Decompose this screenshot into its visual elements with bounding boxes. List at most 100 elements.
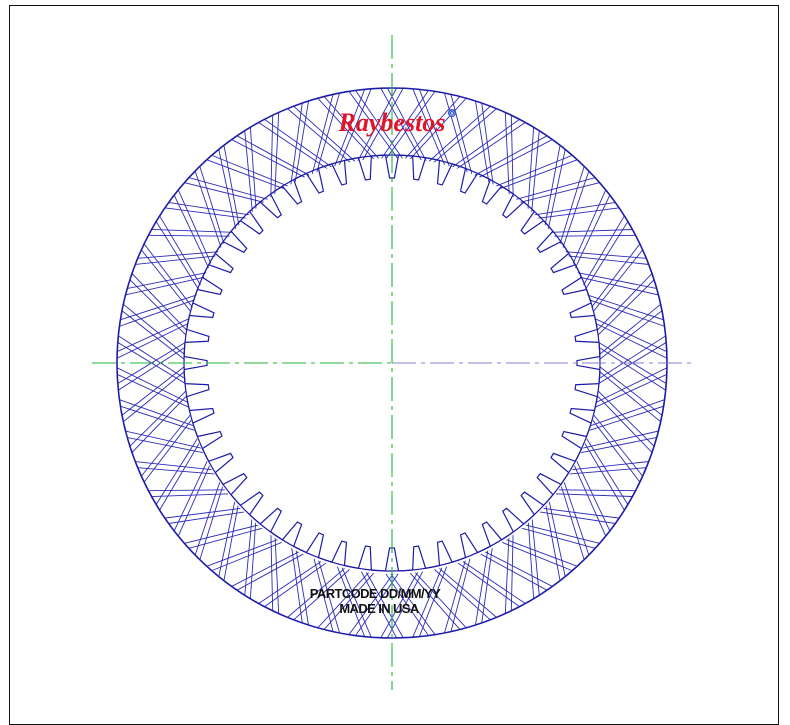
groove-line: [451, 553, 535, 611]
groove-line: [586, 406, 650, 486]
groove-line: [117, 291, 206, 324]
groove-line: [527, 510, 535, 610]
groove-line: [117, 303, 193, 366]
groove-line: [559, 160, 593, 256]
groove-line: [117, 362, 198, 408]
friction-groove-pattern: [117, 88, 668, 638]
groove-line: [314, 547, 344, 638]
groove-line: [336, 555, 376, 638]
groove-line: [569, 434, 668, 456]
groove-line: [201, 150, 295, 190]
groove-line: [117, 329, 194, 385]
groove-line: [586, 362, 668, 408]
groove-line: [414, 88, 453, 173]
groove-line: [578, 206, 631, 293]
groove-line: [255, 112, 338, 172]
groove-line: [590, 388, 661, 461]
groove-line: [249, 510, 257, 610]
groove-line: [126, 250, 227, 260]
groove-line: [255, 554, 338, 614]
groove-line: [216, 489, 238, 588]
groove-line: [546, 489, 568, 588]
groove-line: [117, 296, 204, 331]
groove-line: [428, 559, 506, 625]
groove-line: [405, 89, 475, 164]
groove-line: [123, 265, 194, 338]
groove-line: [513, 521, 611, 547]
groove-line: [571, 274, 668, 298]
groove-line: [314, 88, 344, 179]
groove-line: [173, 179, 215, 272]
part-stamp: PARTCODE DD/MM/YY MADE IN USA: [310, 586, 442, 616]
groove-line: [580, 296, 668, 331]
groove-line: [571, 428, 668, 452]
groove-line: [447, 88, 474, 181]
groove-line: [382, 88, 442, 164]
groove-line: [191, 470, 225, 566]
registered-mark-badge: [448, 109, 456, 117]
internal-spline-teeth: [183, 154, 601, 572]
groove-line: [586, 318, 668, 364]
groove-line: [586, 240, 650, 320]
groove-line: [149, 428, 204, 515]
groove-line: [221, 134, 241, 233]
groove-line: [400, 88, 468, 164]
groove-line: [424, 98, 499, 166]
groove-line: [153, 506, 254, 520]
groove-line: [196, 474, 227, 571]
groove-line: [177, 524, 275, 552]
groove-line: [137, 411, 199, 492]
groove-line: [216, 138, 238, 237]
groove-line: [571, 450, 615, 542]
groove-line: [309, 562, 379, 637]
groove-line: [196, 534, 291, 571]
groove-line: [424, 560, 499, 628]
groove-line: [543, 493, 563, 592]
groove-line: [274, 524, 280, 625]
groove-line: [569, 270, 668, 292]
groove-line: [134, 240, 198, 320]
groove-line: [117, 270, 215, 292]
groove-line: [310, 88, 337, 181]
groove-line: [153, 206, 206, 293]
groove-line: [473, 545, 563, 592]
groove-line: [479, 91, 495, 192]
groove-line: [121, 271, 194, 343]
groove-line: [117, 402, 206, 435]
groove-line: [336, 88, 376, 171]
groove-line: [408, 555, 448, 638]
groove-line: [377, 88, 436, 164]
groove-line: [546, 234, 647, 237]
groove-line: [408, 88, 448, 171]
groove-line: [557, 250, 658, 260]
groove-line: [348, 88, 407, 164]
groove-line: [569, 179, 611, 272]
groove-line: [468, 130, 557, 179]
groove-line: [123, 388, 194, 461]
groove-line: [221, 545, 311, 592]
groove-line: [117, 296, 193, 361]
groove-line: [140, 228, 241, 234]
groove-line: [560, 254, 660, 267]
groove-line: [446, 554, 529, 614]
groove-line: [243, 119, 254, 220]
groove-line: [117, 341, 194, 397]
groove-line: [310, 545, 337, 638]
groove-line: [479, 534, 495, 635]
groove-line: [580, 395, 668, 430]
groove-line: [546, 489, 647, 492]
groove-line: [278, 559, 356, 625]
groove-line: [285, 98, 360, 166]
groove-line: [134, 406, 198, 486]
groove-line: [381, 88, 430, 167]
groove-line: [504, 101, 510, 202]
groove-line: [557, 466, 658, 476]
groove-line: [201, 536, 295, 576]
groove-line: [124, 254, 224, 267]
groove-line: [249, 115, 333, 173]
groove-line: [591, 296, 668, 361]
groove-line: [578, 291, 668, 324]
groove-line: [530, 206, 631, 220]
groove-line: [137, 489, 238, 492]
